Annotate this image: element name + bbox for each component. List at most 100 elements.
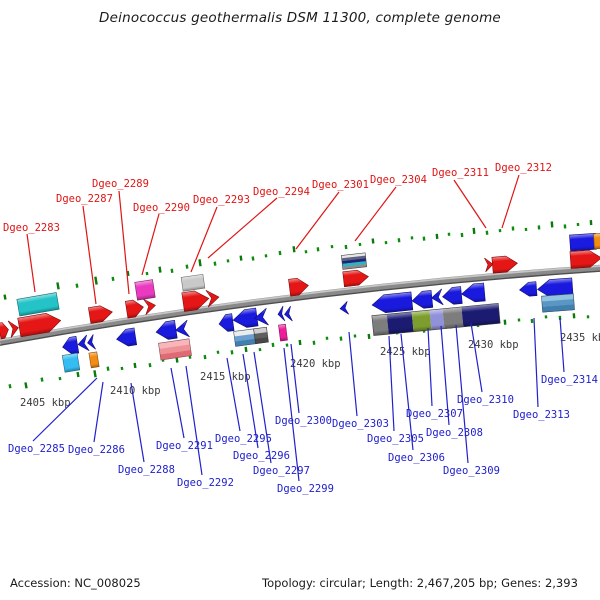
gene-head-l: [87, 334, 96, 350]
gene-arrow-l: [116, 327, 138, 347]
gene-body: [17, 313, 62, 338]
gene-outline: [340, 252, 368, 270]
gene-label-bottom: Dgeo_2310: [457, 394, 514, 406]
feature-tick-above: [447, 232, 451, 236]
leader-line: [226, 357, 241, 432]
feature-tick-above: [239, 255, 243, 261]
gene-label-bottom: Dgeo_2313: [513, 409, 570, 421]
gene-arrow-r: [569, 249, 600, 269]
gene-rect: [340, 252, 368, 270]
gene-stripe: [159, 344, 191, 355]
leader-line: [348, 331, 358, 417]
gene-arrow-r: [491, 255, 518, 274]
leader-line: [295, 191, 340, 250]
feature-tick-above: [498, 229, 502, 233]
scale-label: 2405 kbp: [20, 397, 71, 409]
feature-tick-above: [264, 254, 268, 258]
gene-head-r: [143, 298, 156, 316]
leader-line: [283, 347, 300, 482]
gene-rect: [180, 273, 206, 292]
gene-segment: [429, 308, 445, 330]
gene-body: [371, 291, 414, 314]
feature-tick-above: [384, 240, 388, 245]
scale-label: 2435 kbp: [560, 332, 600, 344]
feature-tick-below: [203, 354, 207, 360]
leader-line: [141, 213, 160, 276]
feature-tick-below: [339, 336, 343, 341]
gene-label-top: Dgeo_2312: [495, 162, 552, 174]
gene-body: [277, 305, 286, 322]
scale-label: 2420 kbp: [290, 358, 341, 370]
feature-tick-below: [572, 313, 576, 319]
feature-tick-above: [371, 238, 375, 244]
feature-tick-below: [312, 340, 316, 345]
feature-tick-below: [558, 315, 562, 320]
gene-rect: [593, 232, 600, 250]
feature-tick-below: [58, 376, 62, 381]
gene-label-bottom: Dgeo_2291: [156, 440, 213, 452]
gene-label-bottom: Dgeo_2292: [177, 477, 234, 489]
gene-outline: [158, 338, 192, 361]
gene-rect: [371, 303, 501, 336]
feature-tick-below: [544, 315, 548, 319]
genome-info-text: Topology: circular; Length: 2,467,205 bp…: [262, 576, 578, 590]
gene-segment: [461, 303, 501, 327]
gene-body: [88, 351, 100, 369]
leader-line: [207, 197, 278, 259]
gene-body: [339, 301, 349, 315]
leader-line: [440, 325, 450, 426]
feature-tick-above: [422, 236, 426, 241]
gene-body: [288, 277, 309, 297]
leader-line: [170, 367, 185, 439]
gene-label-bottom: Dgeo_2286: [68, 444, 125, 456]
gene-arrow-l: [155, 319, 178, 340]
gene-arrow-r: [88, 305, 113, 324]
gene-body: [461, 282, 486, 303]
feature-tick-above: [251, 256, 255, 261]
gene-label-bottom: Dgeo_2303: [332, 418, 389, 430]
gene-arrow-r: [124, 299, 144, 319]
feature-tick-above: [170, 268, 174, 273]
gene-arrow-r: [288, 277, 309, 297]
gene-body: [218, 313, 235, 332]
gene-arrow-l: [442, 286, 463, 305]
gene-body: [62, 335, 80, 355]
gene-outline: [371, 303, 501, 336]
feature-tick-above: [589, 220, 593, 226]
gene-arrow-l: [62, 335, 80, 355]
feature-tick-above: [198, 259, 202, 267]
gene-body: [569, 249, 600, 269]
gene-label-bottom: Dgeo_2288: [118, 464, 175, 476]
gene-head-r: [7, 320, 19, 338]
leader-line: [253, 351, 272, 464]
gene-body: [519, 281, 538, 297]
gene-body: [181, 290, 210, 312]
gene-body: [491, 255, 518, 274]
gene-body: [593, 232, 600, 250]
gene-segment: [371, 314, 389, 336]
page-title: Deinococcus geothermalis DSM 11300, comp…: [99, 10, 501, 26]
gene-body: [180, 273, 206, 292]
feature-tick-above: [330, 245, 334, 249]
feature-tick-below: [188, 355, 192, 359]
gene-stripe: [254, 332, 268, 339]
feature-tick-below: [76, 371, 80, 378]
gene-stripe: [160, 349, 192, 361]
gene-body: [87, 334, 96, 350]
scale-label: 2415 kbp: [200, 371, 251, 383]
gene-segment: [411, 310, 432, 332]
gene-arrow-r: [17, 313, 62, 338]
gene-arrow-r: [0, 322, 9, 340]
gene-outline: [253, 326, 269, 345]
gene-stripe: [342, 261, 367, 267]
feature-tick-below: [24, 382, 28, 389]
feature-tick-below: [93, 370, 97, 378]
feature-tick-above: [524, 227, 528, 232]
feature-tick-above: [226, 259, 230, 263]
gene-body: [175, 319, 190, 338]
gene-body: [342, 269, 369, 288]
feature-tick-below: [503, 319, 507, 325]
gene-label-top: Dgeo_2290: [133, 202, 190, 214]
scale-label: 2430 kbp: [468, 339, 519, 351]
gene-head-l: [77, 334, 90, 352]
